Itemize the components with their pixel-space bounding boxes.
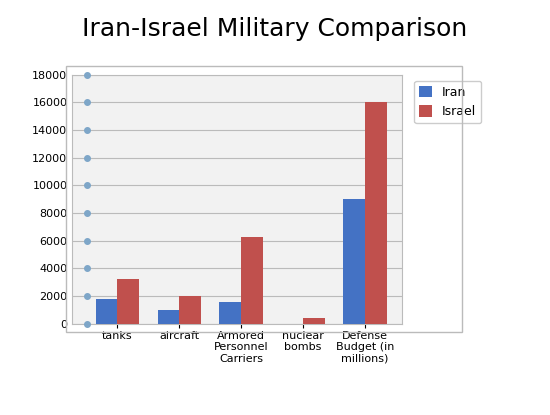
- Bar: [241, 237, 263, 324]
- Text: Iran-Israel Military Comparison: Iran-Israel Military Comparison: [82, 17, 468, 41]
- Bar: [158, 310, 179, 324]
- Bar: [96, 299, 118, 324]
- Bar: [118, 279, 139, 324]
- Bar: [179, 296, 201, 324]
- Bar: [365, 103, 387, 324]
- Bar: [303, 318, 324, 324]
- Bar: [219, 302, 241, 324]
- Bar: [343, 199, 365, 324]
- Legend: Iran, Israel: Iran, Israel: [414, 81, 481, 123]
